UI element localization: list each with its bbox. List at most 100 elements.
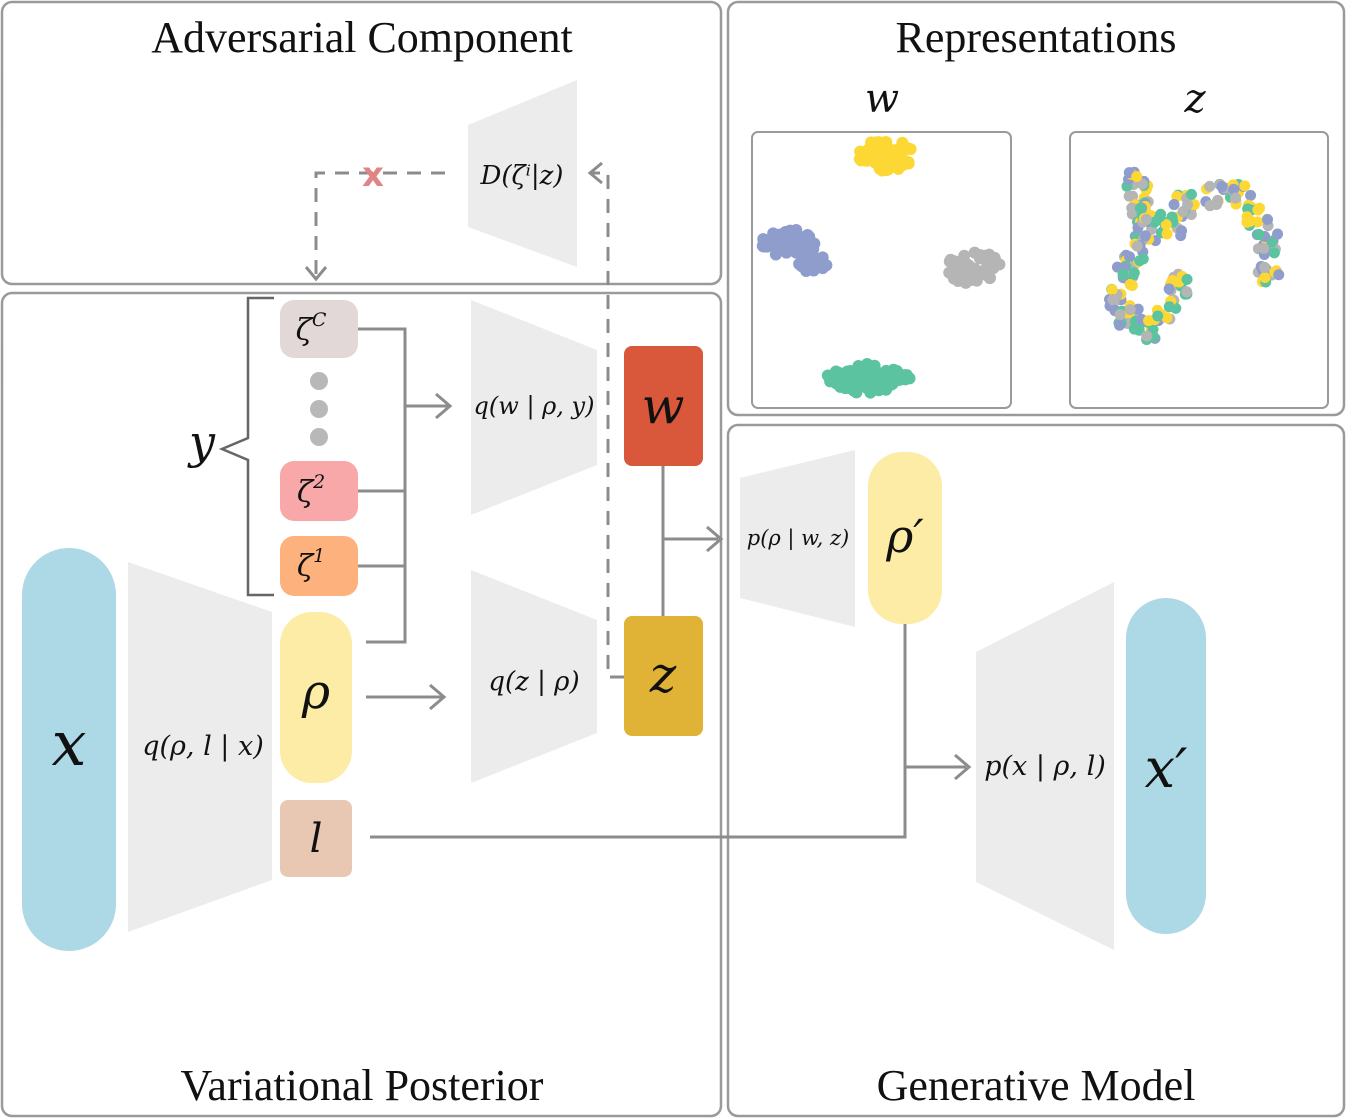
adversarial-title: Adversarial Component xyxy=(151,13,573,62)
x-label: x xyxy=(52,707,87,780)
z-point xyxy=(1228,183,1240,195)
z-point xyxy=(1136,178,1148,190)
z-point xyxy=(1106,284,1118,296)
z-point xyxy=(1140,213,1152,225)
z-point xyxy=(1139,230,1151,242)
z-point xyxy=(1273,269,1285,281)
z-embedding-points xyxy=(1104,166,1285,346)
z-point xyxy=(1114,319,1126,331)
px-label: p(x | ρ, l) xyxy=(984,751,1106,782)
rho-prime-label: ρ′ xyxy=(885,509,924,563)
w-point-gray xyxy=(968,273,981,286)
w-point-blue xyxy=(756,239,769,252)
z-point xyxy=(1258,242,1270,254)
w-point-green xyxy=(830,365,843,378)
y-bracket xyxy=(218,296,274,597)
w-point-gray xyxy=(993,258,1006,271)
y-label: y xyxy=(187,415,216,469)
qz-network xyxy=(471,570,597,783)
w-point-gray xyxy=(982,250,995,263)
z-point xyxy=(1124,304,1136,316)
x-prime-output-node xyxy=(1126,598,1206,934)
zeta-1-node xyxy=(280,536,358,596)
z-point xyxy=(1161,228,1173,240)
discriminator-feedback-dashed xyxy=(314,171,445,276)
w-point-blue xyxy=(801,238,814,251)
to-px-arrowhead xyxy=(954,753,972,781)
feedback-arrowhead xyxy=(304,266,328,282)
z-point xyxy=(1181,273,1193,285)
z-point xyxy=(1245,189,1257,201)
zeta-2-label: ζ2 xyxy=(297,471,325,510)
w-point-gray xyxy=(959,276,972,289)
w-node xyxy=(624,346,703,466)
blocked-gradient-mark: x xyxy=(362,155,384,195)
x-input-node xyxy=(22,548,116,951)
w-point-gray xyxy=(958,249,971,262)
z-point xyxy=(1137,253,1149,265)
z-point xyxy=(1166,275,1178,287)
qw-label: q(w | ρ, y) xyxy=(474,392,595,421)
rho-to-qz-arrowhead xyxy=(429,683,447,711)
w-point-green xyxy=(834,380,847,393)
z-point xyxy=(1268,247,1280,259)
z-point xyxy=(1210,199,1222,211)
ellipsis-dot xyxy=(310,372,328,390)
discriminator-label: D(ζⁱ|z) xyxy=(480,161,564,191)
w-label: w xyxy=(642,377,685,435)
z-point xyxy=(1161,312,1173,324)
z-point xyxy=(1163,301,1175,313)
generative-title: Generative Model xyxy=(877,1061,1196,1110)
w-point-green xyxy=(887,363,900,376)
z-embedding-plot xyxy=(1069,131,1329,409)
z-point xyxy=(1168,199,1180,211)
prho-network xyxy=(740,450,855,627)
prho-label: p(ρ | w, z) xyxy=(747,526,850,551)
z-point xyxy=(1107,293,1119,305)
z-point xyxy=(1216,180,1228,192)
discriminator-arrowhead xyxy=(587,161,603,185)
rho-prime-and-l-connector xyxy=(370,624,907,839)
z-point xyxy=(1149,216,1161,228)
z-point xyxy=(1204,180,1216,192)
zeta-2-node xyxy=(280,461,358,521)
w-point-blue xyxy=(816,262,829,275)
w-point-gray xyxy=(979,268,992,281)
px-decoder-network xyxy=(976,582,1114,950)
w-point-green xyxy=(851,364,864,377)
w-point-blue xyxy=(804,249,817,262)
ellipsis-dot xyxy=(310,428,328,446)
zeta-c-label: ζC xyxy=(296,309,327,348)
qz-label: q(z | ρ) xyxy=(488,667,579,697)
qw-network xyxy=(471,300,597,515)
z-point xyxy=(1259,272,1271,284)
w-point-green xyxy=(850,386,863,399)
z-point xyxy=(1131,240,1143,252)
w-embedding-points xyxy=(756,136,1006,399)
z-point xyxy=(1262,214,1274,226)
z-point xyxy=(1230,192,1242,204)
w-point-yellow xyxy=(854,145,867,158)
w-point-gray xyxy=(943,255,956,268)
z-point xyxy=(1160,219,1172,231)
z-point xyxy=(1163,283,1175,295)
x-prime-label: x′ xyxy=(1145,737,1188,800)
z-point xyxy=(1176,225,1188,237)
rho-label: ρ xyxy=(301,664,330,720)
w-point-gray xyxy=(947,267,960,280)
z-point xyxy=(1155,208,1167,220)
z-point xyxy=(1181,286,1193,298)
w-point-yellow xyxy=(882,163,895,176)
z-point xyxy=(1166,211,1178,223)
z-node xyxy=(624,616,703,736)
l-label: l xyxy=(310,816,323,862)
w-embedding-label: w xyxy=(865,76,899,122)
z-point xyxy=(1132,303,1144,315)
z-point xyxy=(1117,268,1129,280)
w-point-yellow xyxy=(884,143,897,156)
z-point xyxy=(1239,180,1251,192)
z-embedding-label: z xyxy=(1183,76,1206,122)
w-point-blue xyxy=(782,238,795,251)
zeta-c-node xyxy=(280,300,358,358)
